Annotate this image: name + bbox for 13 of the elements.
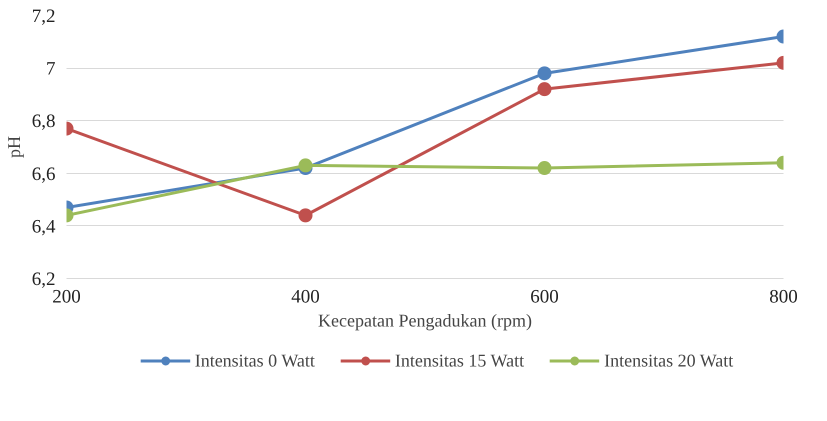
x-tick-label: 400 <box>291 286 320 308</box>
x-tick-label: 800 <box>769 286 798 308</box>
y-tick-label: 7 <box>46 58 56 80</box>
y-tick-label: 6,6 <box>32 164 56 185</box>
legend-label: Intensitas 0 Watt <box>194 350 315 371</box>
legend-label: Intensitas 15 Watt <box>394 350 524 371</box>
y-tick-label: 7,2 <box>32 6 56 27</box>
y-axis-title: pH <box>4 136 24 158</box>
x-axis-title: Kecepatan Pengadukan (rpm) <box>318 310 532 330</box>
x-tick-label: 600 <box>530 286 559 308</box>
y-tick-label: 6,4 <box>32 216 56 238</box>
legend-label: Intensitas 20 Watt <box>604 350 734 371</box>
y-tick-label: 6,8 <box>32 111 56 132</box>
